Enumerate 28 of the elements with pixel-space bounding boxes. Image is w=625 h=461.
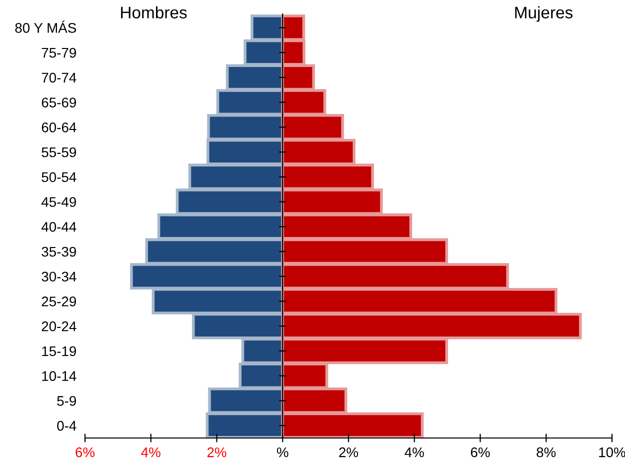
- y-tick-label: 10-14: [42, 371, 76, 381]
- x-tick-label: 4%: [404, 447, 424, 458]
- y-tick-label: 55-59: [42, 147, 76, 158]
- y-tick-label: 60-64: [42, 122, 76, 132]
- y-tick-label: 5-9: [57, 396, 76, 406]
- x-tick-label: 2%: [339, 447, 358, 458]
- x-tick-label: 2%: [207, 447, 226, 458]
- y-tick-label: 65-69: [42, 98, 76, 108]
- y-tick-label: 80 Y MÁS: [15, 20, 76, 33]
- y-tick-label: 75-79: [42, 48, 76, 58]
- y-tick-label: 0-4: [57, 420, 76, 431]
- y-tick-label: 25-29: [42, 296, 76, 306]
- x-tick-label: 6%: [76, 447, 95, 458]
- x-tick-label: 8%: [536, 447, 556, 458]
- annotation: Hombres: [121, 6, 187, 18]
- y-tick-label: 50-54: [42, 172, 76, 182]
- y-tick-label: 70-74: [42, 72, 76, 83]
- x-tick-label: 6%: [470, 447, 490, 458]
- x-tick-label: %: [276, 447, 288, 458]
- y-tick-label: 20-24: [42, 321, 76, 332]
- x-tick-label: 10%: [599, 447, 625, 458]
- y-tick-label: 15-19: [42, 346, 76, 356]
- y-tick-label: 40-44: [41, 222, 76, 232]
- annotation: Mujeres: [515, 6, 573, 22]
- x-tick-label: 4%: [141, 447, 160, 458]
- y-tick-label: 45-49: [41, 197, 76, 207]
- y-tick-label: 35-39: [42, 246, 76, 257]
- y-tick-label: 30-34: [42, 272, 76, 282]
